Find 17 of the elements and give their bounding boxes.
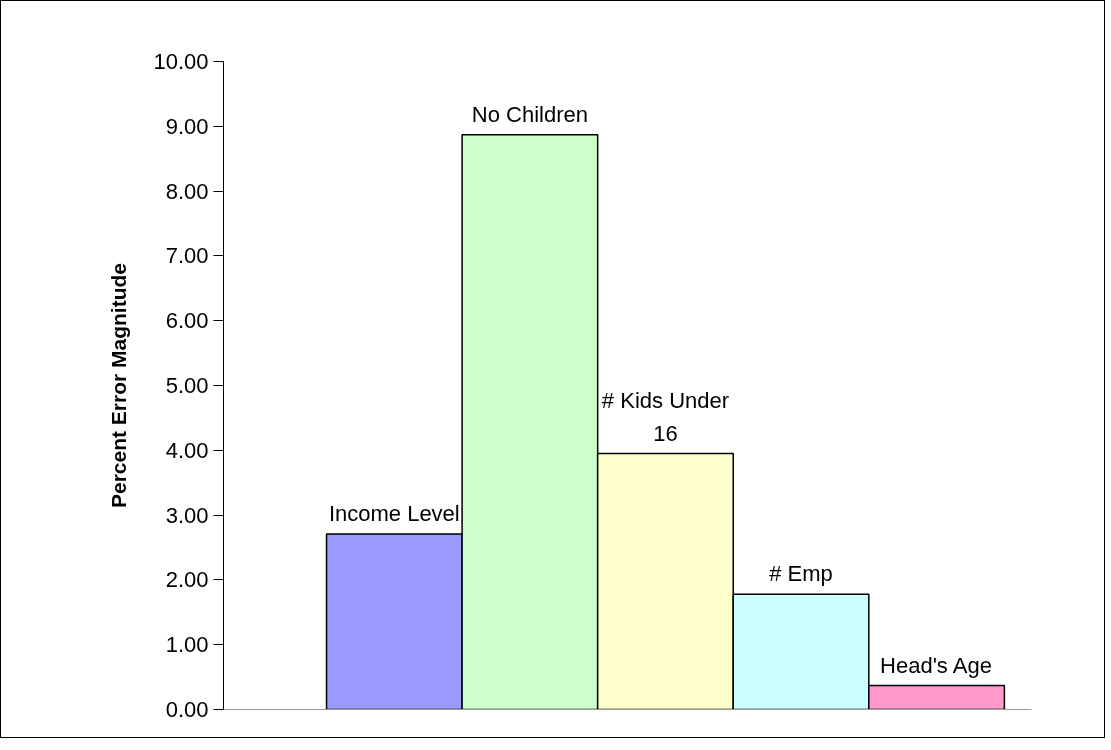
y-tick-label: 8.00: [165, 178, 209, 204]
y-tick-label: 10.00: [153, 49, 209, 74]
x-tick-label: No Children: [471, 101, 588, 127]
y-tick-label: 5.00: [165, 373, 209, 398]
y-tick-label: 1.00: [165, 632, 209, 658]
y-tick-label: 2.00: [165, 567, 209, 593]
y-tick-label: 3.00: [165, 502, 209, 528]
y-tick-label: 0.00: [165, 697, 209, 722]
y-axis-title: Percent Error Magnitude: [107, 262, 131, 509]
y-tick-label: 9.00: [165, 113, 209, 139]
y-tick-label: 7.00: [165, 243, 209, 269]
x-tick-label: Income Level: [328, 500, 460, 526]
x-tick-label: Head's Age: [880, 652, 992, 678]
y-tick-label: 6.00: [165, 308, 209, 334]
x-tick-label: # Kids Under 16: [601, 388, 730, 446]
y-tick-label: 4.00: [165, 437, 209, 463]
x-tick-label: # Emp: [769, 561, 833, 587]
